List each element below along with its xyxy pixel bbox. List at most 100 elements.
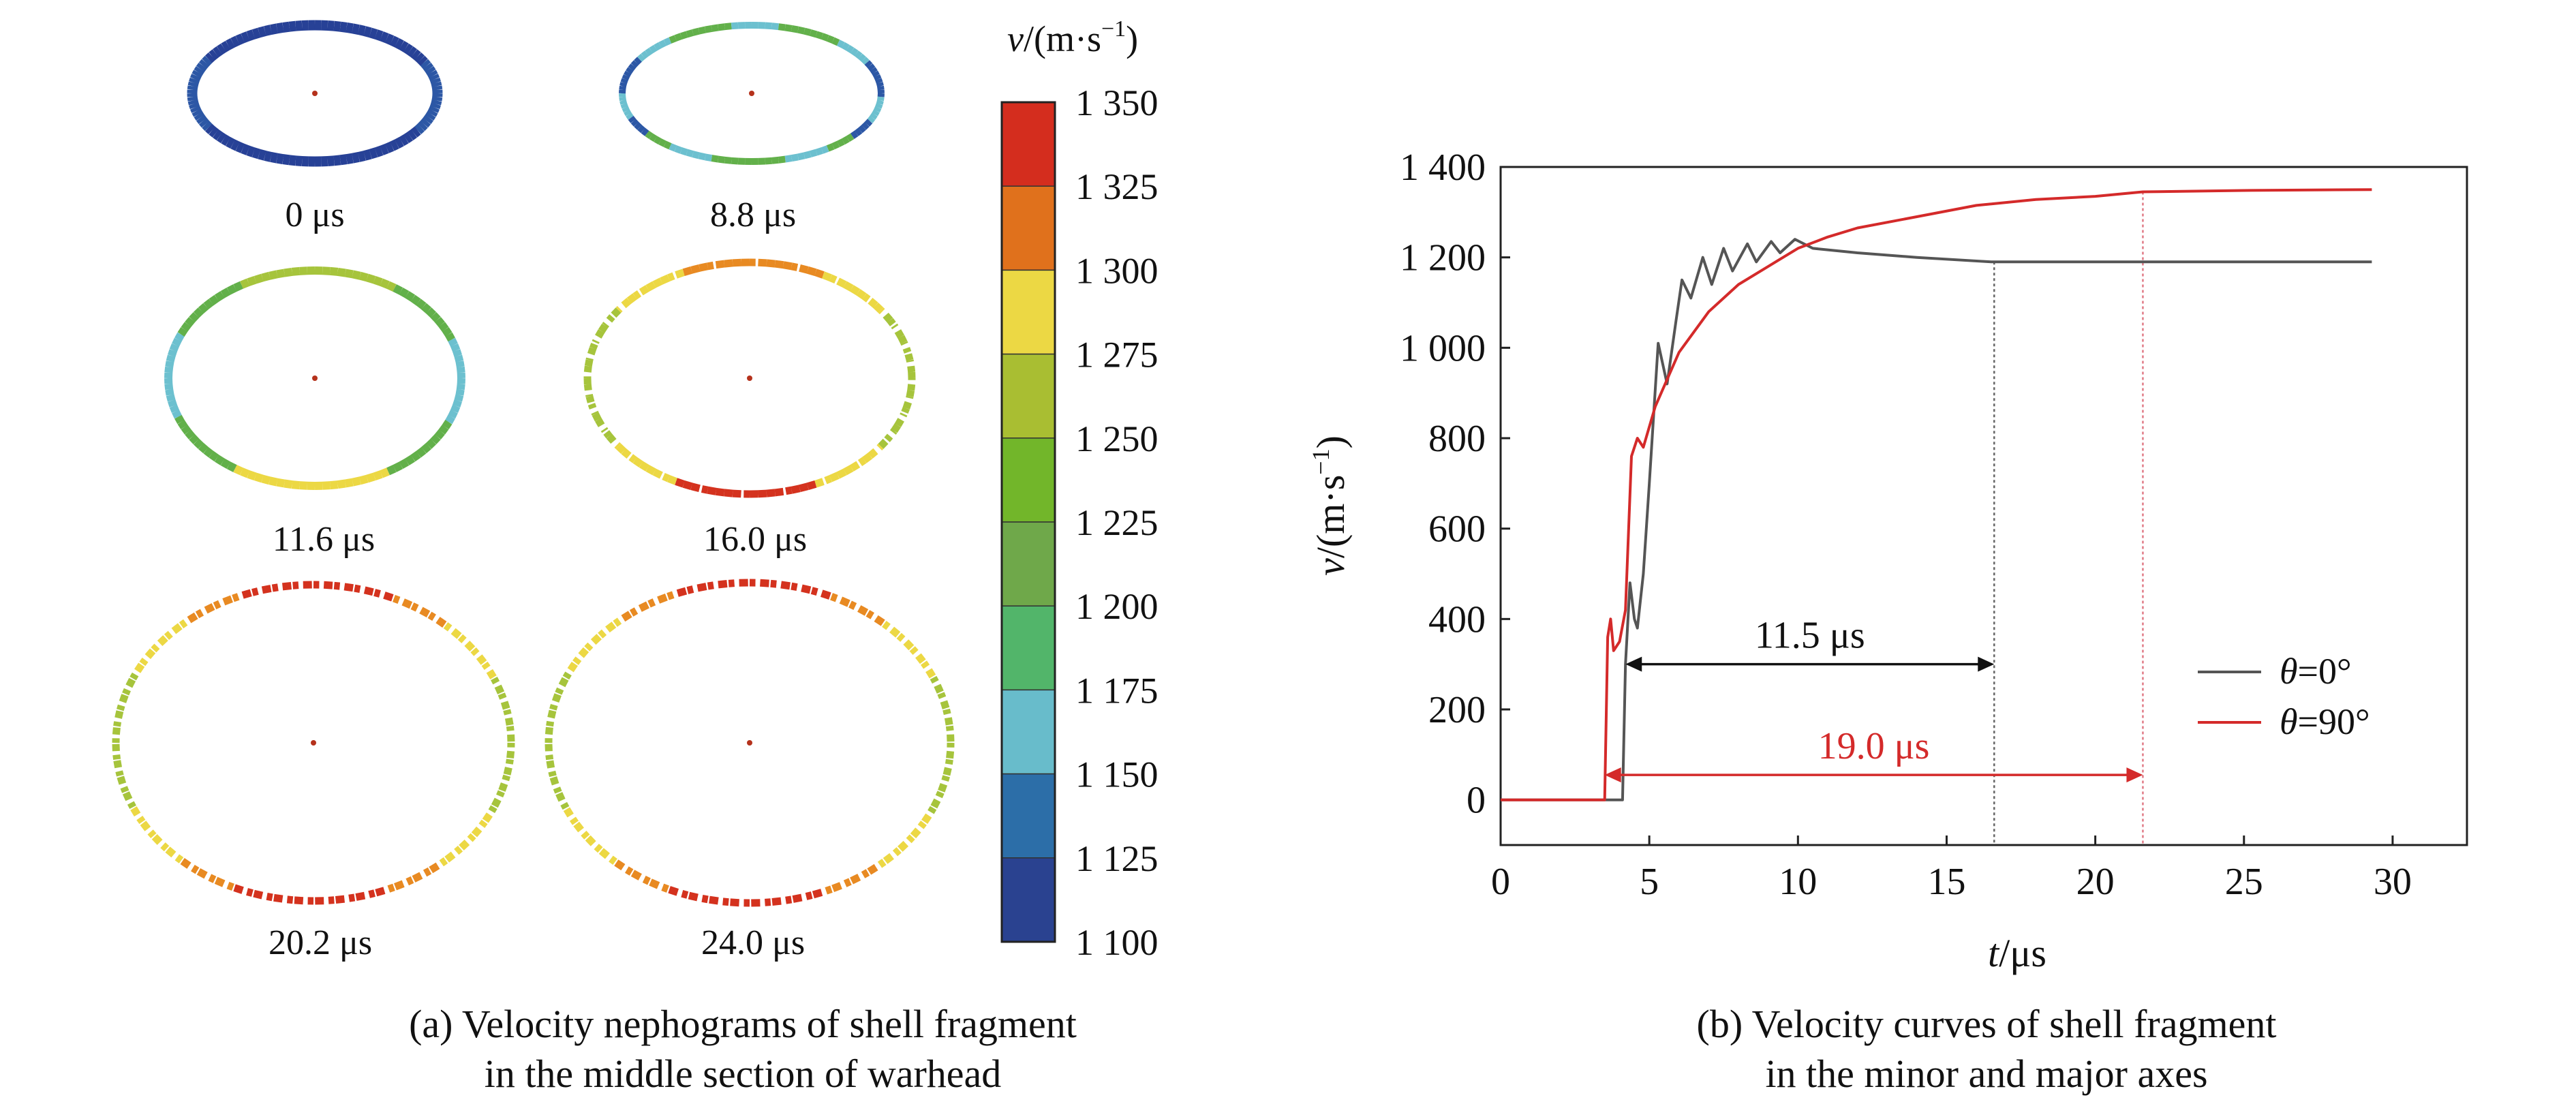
- ring-segment: [846, 44, 855, 54]
- panel-b-velocity-chart: 0 5 10 15 20 25 30 0 200 400 600 800 1 000 1 200 1 400…: [1307, 147, 2468, 1096]
- ring-segment: [846, 133, 855, 142]
- ring-segment: [803, 151, 812, 159]
- ring-segment: [850, 874, 861, 885]
- ring-segment: [423, 867, 432, 877]
- ring-segment: [185, 429, 196, 440]
- ring-segment: [295, 155, 303, 166]
- ring-segment: [630, 870, 642, 880]
- ring-segment: [809, 149, 818, 157]
- ring-segment: [181, 322, 191, 332]
- ring-segment: [766, 259, 776, 268]
- ring-segment: [438, 322, 449, 332]
- ring-segment: [709, 895, 719, 905]
- ring-segment: [614, 442, 622, 449]
- snapshot-label-0: 0 μs: [285, 196, 344, 234]
- ring-segment: [821, 271, 833, 281]
- ring-segment: [669, 35, 677, 44]
- ring-segment: [414, 52, 425, 63]
- ring-segment: [901, 406, 910, 414]
- series-line-theta-90: [1501, 188, 2372, 801]
- ring-segment: [595, 329, 605, 339]
- ring-segment: [157, 635, 168, 647]
- ring-segment: [663, 140, 672, 150]
- ring-segment: [814, 478, 825, 488]
- ring-segment: [892, 847, 902, 857]
- ring-segment: [645, 465, 656, 476]
- ring-segment: [269, 270, 278, 280]
- panel-a-caption-line2: in the middle section of warhead: [485, 1052, 1002, 1096]
- colorbar-tick-label: 1 225: [1075, 502, 1159, 543]
- ring-segment: [645, 47, 654, 57]
- ring-segment: [251, 147, 261, 159]
- ring-segment: [114, 710, 124, 719]
- ring-segment: [935, 791, 945, 799]
- ring-segment: [429, 862, 440, 874]
- velocity-colorbar: 1 350 1 325 1 300 1 275 1 250 1 225 1 200 1 175…: [1000, 82, 1159, 963]
- ring-segment: [369, 147, 378, 159]
- ring-segment: [826, 35, 835, 44]
- ring-segment: [429, 77, 441, 85]
- x-axis-label: t/μs: [1988, 931, 2046, 975]
- ring-segment: [572, 656, 582, 665]
- ring-segment: [354, 584, 361, 594]
- ring-segment: [177, 420, 188, 429]
- ring-segment: [843, 878, 852, 887]
- ring-segment: [858, 125, 866, 134]
- ring-segment: [870, 67, 878, 74]
- ring-segment: [191, 108, 203, 117]
- ring-segment: [732, 489, 741, 498]
- ring-segment: [358, 271, 369, 282]
- ring-segment: [506, 750, 515, 758]
- ring-segment: [547, 709, 557, 719]
- y-tick-label: 400: [1428, 598, 1486, 641]
- ring-segment: [792, 893, 803, 903]
- ring-segment: [598, 629, 607, 639]
- ring-segment: [876, 444, 884, 450]
- ring-segment: [624, 70, 632, 78]
- ring-segment: [632, 290, 642, 300]
- ring-segment: [891, 423, 902, 433]
- ring-segment: [883, 312, 893, 323]
- ring-segment: [171, 623, 183, 634]
- colorbar-tick-label: 1 300: [1075, 250, 1159, 291]
- ring-segment: [864, 119, 873, 127]
- ring-segment: [213, 129, 223, 140]
- ring-segment: [865, 610, 874, 619]
- ring-center-dot: [312, 375, 318, 381]
- ring-segment: [454, 394, 464, 402]
- ring-segment: [878, 438, 889, 449]
- ring-segment: [294, 896, 304, 905]
- ring-segment: [836, 40, 845, 48]
- ring-segment: [399, 287, 410, 298]
- ring-segment: [216, 43, 227, 55]
- ring-segment: [682, 480, 693, 490]
- ring-segment: [584, 359, 594, 367]
- ring-segment: [621, 448, 632, 459]
- ring-segment: [233, 465, 243, 476]
- ring-segment: [946, 750, 955, 759]
- ring-segment: [187, 99, 199, 106]
- ring-segment: [705, 25, 713, 33]
- ring-segment: [857, 605, 869, 616]
- ring-segment: [765, 898, 771, 906]
- ring-segment: [144, 648, 156, 660]
- ring-segment: [877, 85, 885, 91]
- ring-segment: [690, 264, 701, 274]
- ring-segment: [174, 854, 184, 863]
- duration-arrowhead-left: [1625, 656, 1642, 672]
- snapshot-label-1: 8.8 μs: [710, 196, 796, 234]
- ring-segment: [230, 35, 240, 48]
- ring-segment: [662, 472, 671, 482]
- ring-segment: [130, 806, 141, 817]
- ring-segment: [639, 461, 650, 472]
- ring-segment: [829, 274, 838, 284]
- ring-segment: [344, 269, 354, 279]
- ring-segment: [403, 132, 414, 144]
- ring-segment: [603, 430, 613, 439]
- ring-segment: [831, 882, 842, 893]
- ring-segment: [423, 62, 434, 72]
- ring-segment: [688, 891, 699, 902]
- ring-segment: [676, 587, 688, 597]
- ring-segment: [167, 399, 178, 408]
- ring-segment: [774, 487, 784, 497]
